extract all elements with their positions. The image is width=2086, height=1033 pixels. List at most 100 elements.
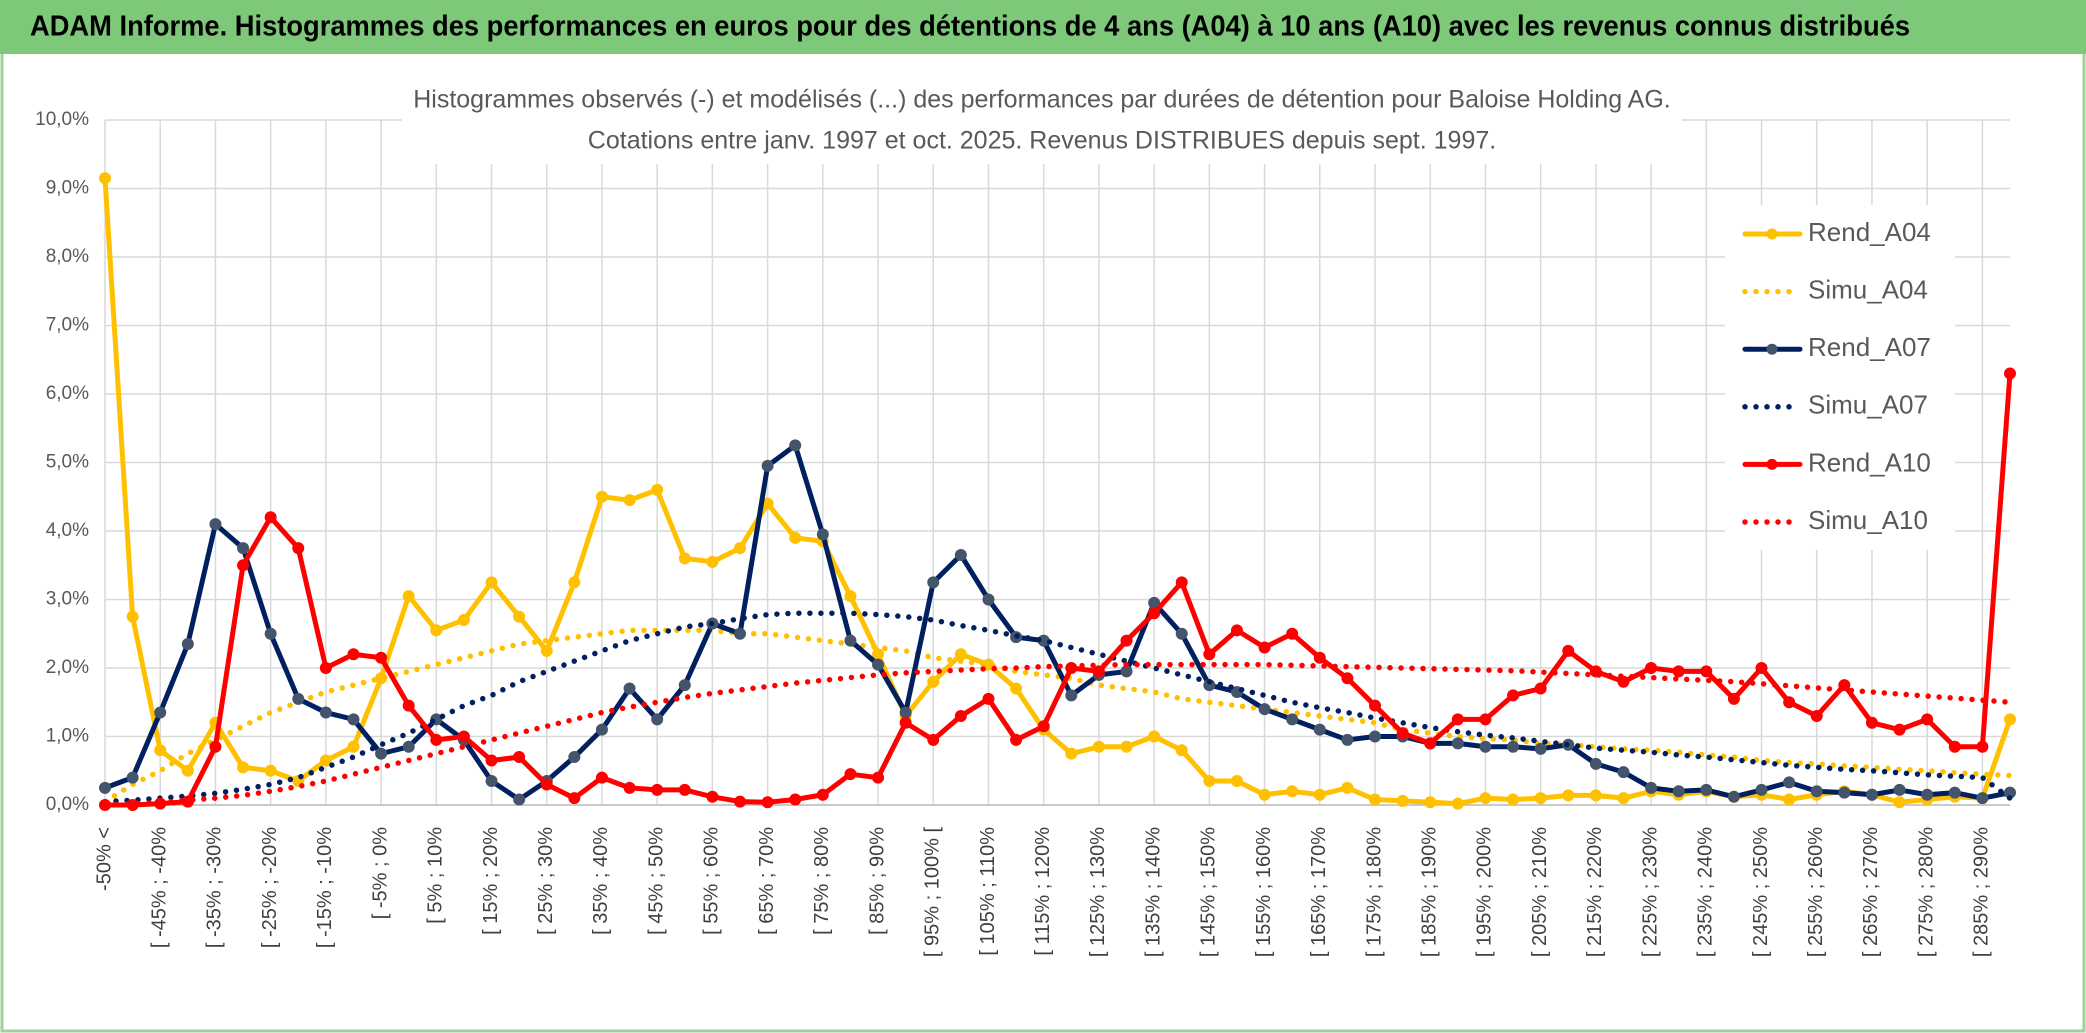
x-tick-label: [ 285% ; 290% [1971,827,1993,957]
marker [623,494,636,507]
marker [181,764,194,777]
y-tick-label: 10,0% [35,109,89,130]
marker [126,771,139,784]
marker [430,733,443,746]
marker [1148,730,1161,743]
marker [1507,793,1520,806]
marker [1286,713,1299,726]
marker [1507,689,1520,702]
marker [954,548,967,561]
marker [154,744,167,757]
x-tick-label: [ 85% ; 90% [866,827,888,935]
x-tick-label: [ 205% ; 210% [1529,827,1551,957]
chart-subtitle: Cotations entre janv. 1997 et oct. 2025.… [588,127,1496,155]
marker [1755,662,1768,674]
marker [844,768,857,781]
model-line [102,627,2013,805]
marker [1175,576,1188,589]
marker [1479,713,1492,726]
marker [292,692,305,705]
marker [1534,682,1547,695]
marker [430,624,443,637]
marker [1341,733,1354,746]
plot [99,172,2016,811]
marker [457,730,470,743]
y-tick-label: 8,0% [46,246,89,267]
x-tick-label: [ 105% ; 110% [977,827,999,956]
x-tick-label: [ 135% ; 140% [1142,827,1164,957]
marker [1617,792,1630,805]
marker [1507,740,1520,753]
x-tick-label: [ 95% ; 100% [ [922,827,944,958]
x-tick-label: [ 265% ; 270% [1860,827,1882,957]
y-tick-label: 0,0% [46,794,89,815]
marker [1286,785,1299,798]
marker [1672,665,1685,678]
y-tick-label: 4,0% [46,520,89,541]
title-background [402,80,1682,164]
legend-label: Simu_A07 [1808,390,1928,420]
x-tick-label: [ 255% ; 260% [1805,827,1827,957]
observed-line [102,442,2013,803]
header-title: ADAM Informe. Histogrammes des performan… [30,11,1910,43]
x-tick-label: [ 165% ; 170% [1308,827,1330,957]
marker [1810,785,1823,798]
marker [927,576,940,589]
marker [872,658,885,671]
marker [264,627,277,640]
marker [2004,713,2016,726]
x-tick-label: [ -45% ; -40% [148,827,170,948]
marker [927,733,940,746]
marker [154,706,167,719]
marker [99,172,111,185]
marker [1451,737,1464,750]
marker [1230,775,1243,788]
marker [651,783,664,796]
marker [99,781,111,794]
marker [1893,796,1906,809]
marker [568,576,581,589]
marker [1727,790,1740,803]
marker [568,751,581,764]
marker [1424,737,1437,750]
x-tick-label: [ 65% ; 70% [756,827,778,935]
marker [513,793,526,806]
marker [954,648,967,661]
marker [1092,665,1105,678]
x-tick-label: [ 55% ; 60% [701,827,723,935]
legend-label: Rend_A10 [1808,447,1931,477]
marker [1562,644,1575,657]
marker [678,783,691,796]
legend-marker [1766,343,1778,355]
marker [872,771,885,784]
x-tick-label: [ 195% ; 200% [1474,827,1496,957]
marker [595,723,608,736]
marker [126,610,139,623]
marker [1037,720,1050,733]
marker [457,614,470,627]
marker [899,716,912,729]
marker [899,706,912,719]
y-tick-label: 5,0% [46,452,89,473]
marker [1175,627,1188,640]
x-tick-label: [ 115% ; 120% [1032,827,1054,956]
marker [761,459,774,472]
marker [734,795,746,808]
model-line [102,661,2013,808]
marker [540,644,553,657]
marker [485,754,498,767]
marker [1120,740,1133,753]
x-tick-label: [ 175% ; 180% [1363,827,1385,957]
x-tick-label: [ 125% ; 130% [1087,827,1109,957]
marker [402,590,415,603]
marker [237,761,250,774]
x-tick-label: [ 155% ; 160% [1253,827,1275,957]
marker [678,552,691,565]
marker [292,542,305,555]
marker [1893,783,1906,796]
marker [1617,766,1630,779]
marker [1589,789,1602,802]
marker [1230,624,1243,637]
marker [264,511,277,524]
y-tick-label: 3,0% [46,589,89,610]
